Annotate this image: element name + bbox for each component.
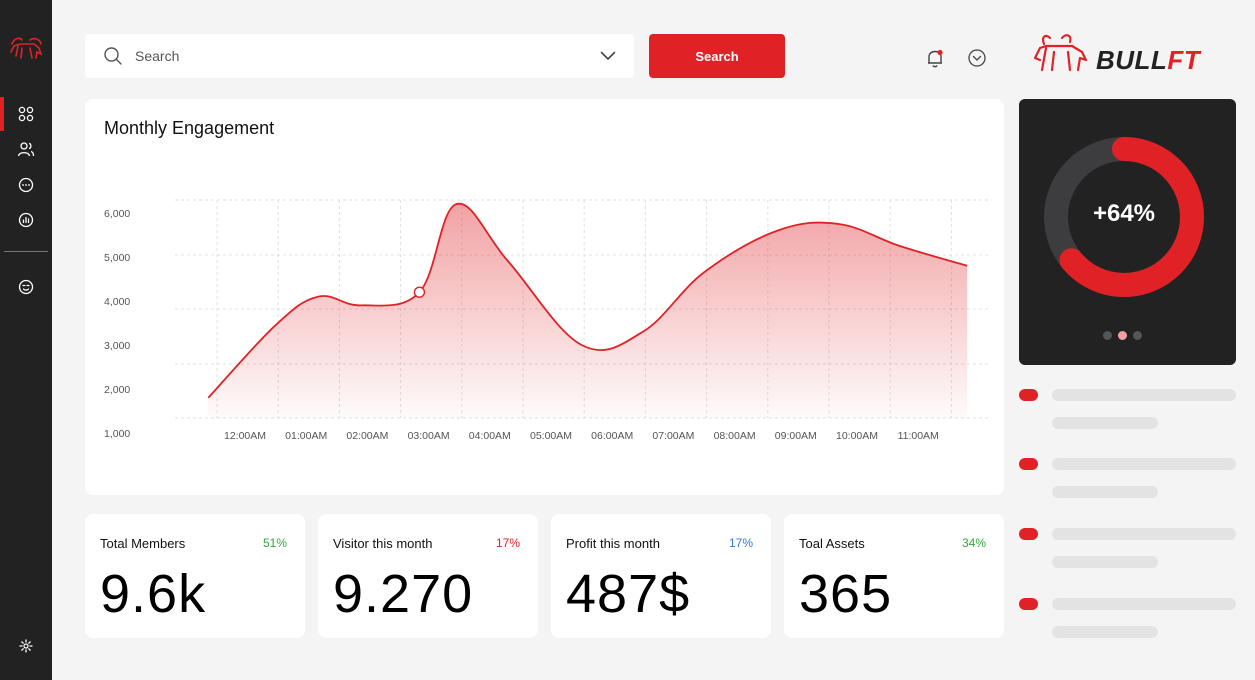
y-tick-label: 4,000 [104,296,130,308]
x-tick-label: 10:00AM [836,430,878,442]
stat-label: Total Members [100,536,186,551]
donut-progress [1044,137,1204,297]
sidebar-item-analytics[interactable] [0,203,52,237]
stat-change: 17% [728,536,753,550]
status-pill [1019,528,1038,540]
search-icon [104,47,122,65]
growth-donut [1044,137,1204,297]
search-input[interactable] [135,48,600,64]
stat-value: 9.6k [100,564,207,624]
brand-name: BULLFT [1096,45,1201,75]
placeholder-line [1052,458,1236,470]
x-tick-label: 05:00AM [530,430,572,442]
stat-card-assets: Toal Assets 34% 365 [784,514,1004,638]
bell-icon[interactable] [923,46,947,70]
chart-icon [18,212,34,228]
stat-card-visitors: Visitor this month 17% 9.270 [318,514,538,638]
bull-brand-icon [1033,34,1088,72]
engagement-chart[interactable]: 6,000 5,000 4,000 3,000 2,000 1,000 12:00AM 01:… [85,99,1004,495]
search-bar[interactable] [85,34,634,78]
bull-logo-icon[interactable] [8,34,44,62]
status-pill [1019,389,1038,401]
placeholder-line [1052,389,1236,401]
x-tick-label: 02:00AM [346,430,388,442]
status-pill [1019,458,1038,470]
y-tick-label: 6,000 [104,208,130,220]
search-button[interactable]: Search [649,34,785,78]
sidebar [0,0,52,680]
x-tick-label: 08:00AM [714,430,756,442]
x-tick-label: 04:00AM [469,430,511,442]
x-tick-label: 11:00AM [898,430,939,442]
carousel-dots [1103,331,1142,340]
chevron-down-icon[interactable] [600,51,616,61]
list-item[interactable] [1019,598,1236,642]
sidebar-item-settings[interactable] [0,629,52,663]
brand-logo[interactable]: BULLFT [1032,32,1224,76]
highlight-point [413,286,426,298]
x-tick-label: 01:00AM [285,430,327,442]
x-tick-label: 09:00AM [775,430,817,442]
sidebar-item-dashboard[interactable] [0,97,52,131]
x-tick-label: 06:00AM [591,430,633,442]
sidebar-item-messages[interactable] [0,168,52,202]
engagement-card: Monthly Engagement 6,000 5,000 4,000 3,000 2… [85,99,1004,495]
y-tick-label: 1,000 [104,428,130,440]
series-area-engagement [208,203,968,418]
sidebar-item-support[interactable] [0,270,52,304]
stat-value: 365 [799,564,893,624]
placeholder-line [1052,626,1158,638]
carousel-dot[interactable] [1103,331,1112,340]
y-tick-label: 5,000 [104,252,130,264]
stat-card-total-members: Total Members 51% 9.6k [85,514,305,638]
donut-value: +64% [1092,200,1156,227]
chat-icon [18,177,34,193]
y-tick-label: 3,000 [104,340,130,352]
users-icon [17,142,35,157]
stat-value: 487$ [566,564,691,624]
placeholder-line [1052,556,1158,568]
placeholder-line [1052,598,1236,610]
growth-card: +64% [1019,99,1236,365]
sidebar-divider [4,251,48,252]
list-item[interactable] [1019,458,1236,502]
carousel-dot[interactable] [1133,331,1142,340]
account-menu-icon[interactable] [965,46,989,70]
smile-icon [18,279,34,295]
sidebar-item-members[interactable] [0,132,52,166]
stat-change: 17% [495,536,520,550]
gear-icon [19,639,33,653]
chart-title: Monthly Engagement [104,118,275,138]
placeholder-line [1052,528,1236,540]
stat-card-profit: Profit this month 17% 487$ [551,514,771,638]
stat-label: Toal Assets [799,536,865,551]
status-pill [1019,598,1038,610]
stat-value: 9.270 [333,564,474,624]
x-tick-label: 07:00AM [652,430,694,442]
list-item[interactable] [1019,528,1236,572]
x-tick-label: 12:00AM [224,430,266,442]
x-tick-label: 03:00AM [408,430,450,442]
stat-change: 34% [961,536,986,550]
stat-label: Profit this month [566,536,660,551]
y-tick-label: 2,000 [104,384,130,396]
placeholder-line [1052,417,1158,429]
list-item[interactable] [1019,389,1236,433]
stat-change: 51% [262,536,287,550]
carousel-dot-active[interactable] [1118,331,1127,340]
grid-icon [18,106,34,122]
series-line-engagement [207,202,968,399]
stat-label: Visitor this month [333,536,433,551]
placeholder-line [1052,486,1158,498]
